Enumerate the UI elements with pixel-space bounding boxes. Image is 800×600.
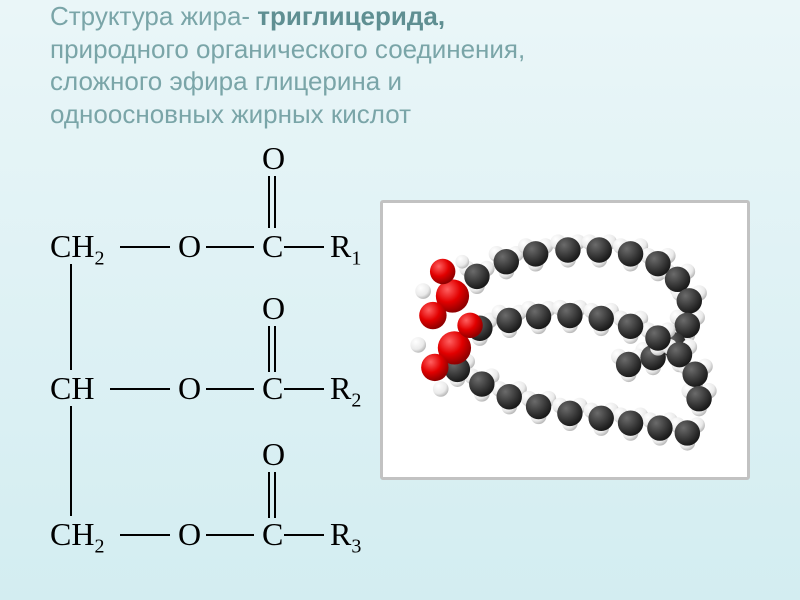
c-atom [494,249,519,274]
title-rest3: одноосновных жирных кислот [50,98,760,131]
c-atom [469,371,494,396]
atom-r1: R1 [330,228,361,270]
c-atom [557,303,582,328]
h-atom [455,255,469,269]
o-atom [421,354,448,381]
o-atom [457,313,482,338]
h-atom [433,381,449,397]
c-atom [675,420,700,445]
c-atom [526,394,551,419]
c-atom [677,288,702,313]
atom-cb: C [262,370,283,407]
c-atom [523,241,548,266]
c-atom [618,241,643,266]
molecule-3d-model [380,200,750,480]
c-atom [497,308,522,333]
c-atom [616,352,641,377]
bond-12 [120,534,170,536]
c-atom [464,264,489,289]
c-atom [588,406,613,431]
bond-4 [274,176,276,228]
o-atom [419,302,446,329]
atom-ch2c: CH2 [50,516,104,558]
title-prefix: Структура жира- [50,1,257,31]
atom-ca: C [262,228,283,265]
title-rest1: природного органического соединения, [50,33,760,66]
atom-ob: O [178,370,201,407]
c-atom [588,306,613,331]
c-atom [686,386,711,411]
bond-6 [110,388,170,390]
slide-title: Структура жира- триглицерида, природного… [0,0,800,140]
atom-r3: R3 [330,516,361,558]
o-atom [430,259,455,284]
c-atom [665,267,690,292]
bond-1 [206,246,254,248]
atom-oc: O [178,516,201,553]
atom-chb: CH [50,370,94,407]
atom-ch2a: CH2 [50,228,104,270]
c-atom [587,237,612,262]
molecule-svg [383,203,747,477]
atom-o1t: O [262,140,285,177]
atom-oa: O [178,228,201,265]
bond-16 [274,472,276,518]
c-atom [682,362,707,387]
c-atom [647,415,672,440]
structural-formula: OCH2OCR1OCHOCR2OCH2OCR3 [40,140,360,580]
h-atom [415,283,431,299]
bond-11 [70,406,72,516]
c-atom [557,401,582,426]
bond-3 [268,176,270,228]
bond-10 [274,326,276,372]
atom-o2t: O [262,290,285,327]
c-atom [645,325,670,350]
title-rest2: сложного эфира глицерина и [50,65,760,98]
bond-5 [70,264,72,370]
bond-15 [268,472,270,518]
c-atom [526,304,551,329]
c-atom [497,384,522,409]
bond-13 [206,534,254,536]
h-atom [410,337,426,353]
bond-14 [284,534,324,536]
bond-0 [120,246,170,248]
atom-r2: R2 [330,370,361,412]
c-atom [618,314,643,339]
bond-7 [206,388,254,390]
bond-8 [284,388,324,390]
c-atom [618,410,643,435]
atom-o3t: O [262,436,285,473]
bond-9 [268,326,270,372]
c-atom [555,237,580,262]
atom-cc: C [262,516,283,553]
bond-2 [284,246,324,248]
title-bold: триглицерида, [257,1,445,31]
